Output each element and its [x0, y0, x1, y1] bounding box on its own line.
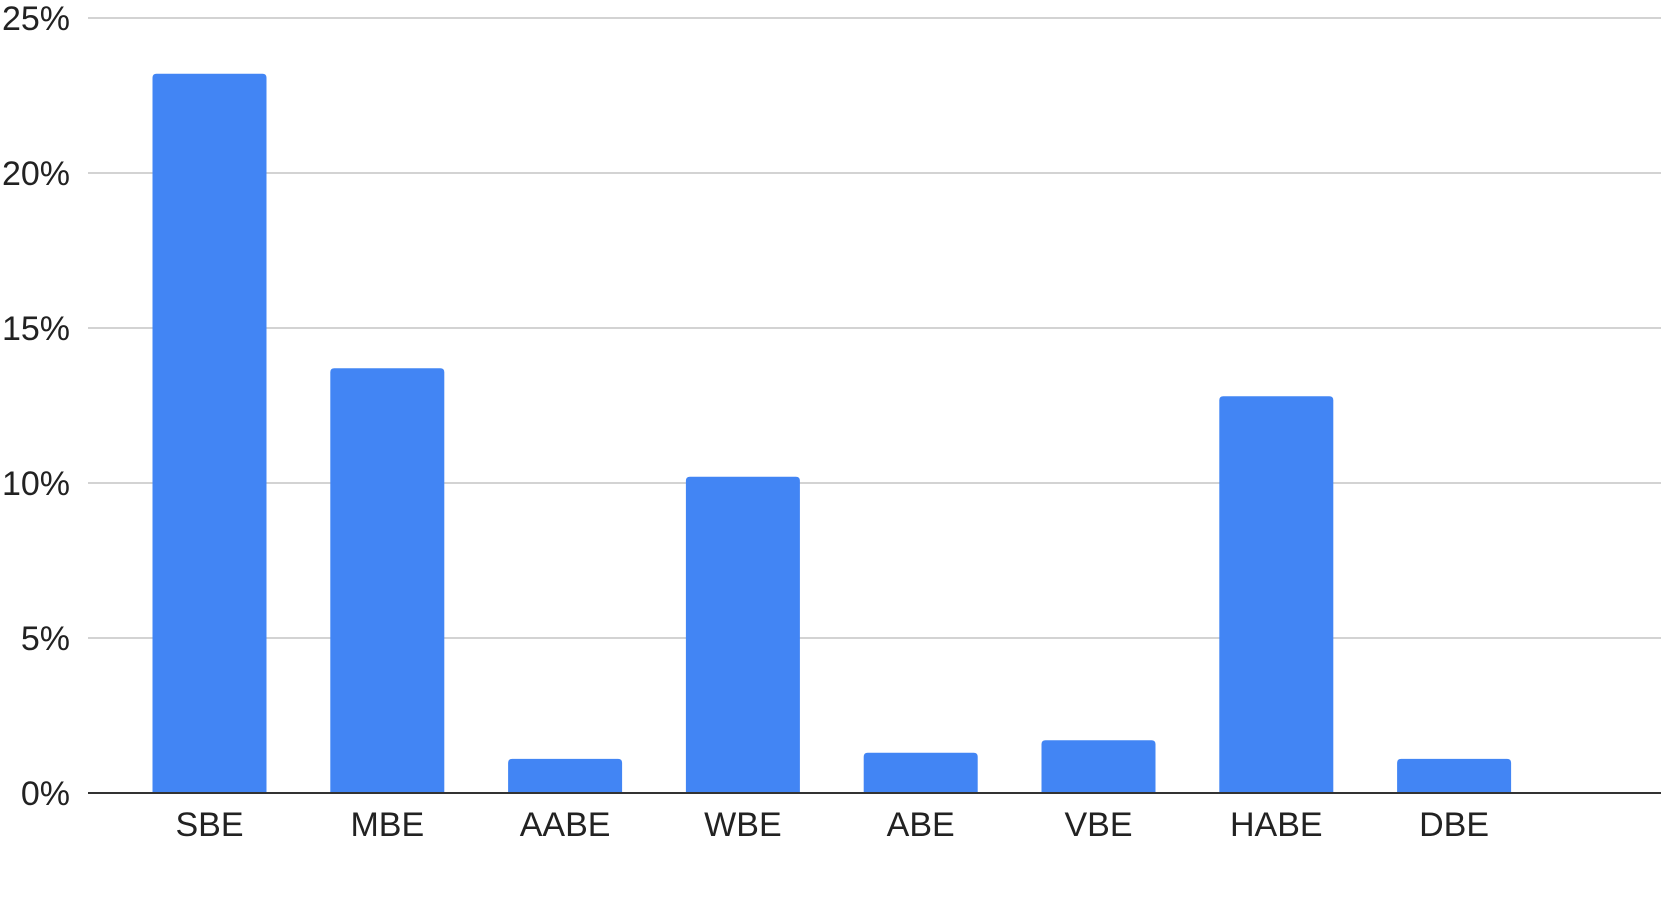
x-tick-label: VBE [1064, 806, 1132, 844]
y-tick-label: 5% [21, 620, 70, 658]
bar-sbe [152, 73, 267, 794]
x-tick-label: ABE [887, 806, 955, 844]
bar-wbe [685, 476, 800, 793]
bar-aabe [508, 758, 623, 793]
x-tick-label: HABE [1230, 806, 1323, 844]
y-tick-label: 15% [2, 310, 70, 348]
bar-vbe [1041, 740, 1156, 793]
x-tick-label: SBE [175, 806, 243, 844]
bars [152, 73, 1512, 794]
bar-dbe [1397, 758, 1512, 793]
gridlines [88, 17, 1661, 639]
y-tick-label: 0% [21, 775, 70, 813]
x-axis-tick-labels: SBE MBE AABE WBE ABE VBE HABE DBE [175, 806, 1489, 844]
x-tick-label: MBE [350, 806, 424, 844]
bar-habe [1219, 396, 1334, 793]
x-tick-label: WBE [704, 806, 781, 844]
y-axis-tick-labels: 0% 5% 10% 15% 20% 25% [2, 0, 70, 813]
bar-abe [863, 752, 978, 793]
y-tick-label: 25% [2, 0, 70, 38]
bar-mbe [330, 368, 445, 793]
y-tick-label: 10% [2, 465, 70, 503]
x-tick-label: DBE [1419, 806, 1489, 844]
x-tick-label: AABE [520, 806, 611, 844]
y-tick-label: 20% [2, 155, 70, 193]
